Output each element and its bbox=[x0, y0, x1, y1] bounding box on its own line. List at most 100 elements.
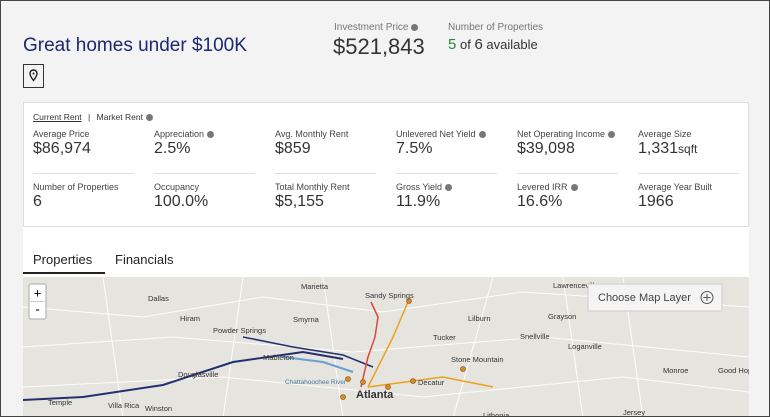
place-label: Villa Rica bbox=[108, 401, 140, 410]
metric-label-text: Levered IRR bbox=[517, 182, 568, 192]
metric-value-text: 1,331 bbox=[638, 140, 679, 157]
metric-value-text: 2.5% bbox=[154, 140, 191, 157]
place-label: Jersey bbox=[623, 408, 645, 417]
place-label: Temple bbox=[48, 398, 72, 407]
investment-price-label: Investment Price bbox=[334, 22, 419, 33]
metric-label: Unlevered Net Yield bbox=[396, 129, 486, 139]
metric-value: $859 bbox=[275, 140, 311, 158]
place-label: Winston bbox=[145, 404, 172, 413]
available-text: available bbox=[486, 37, 538, 52]
place-label: Good Hope bbox=[718, 366, 749, 375]
metric-value: 1966 bbox=[638, 193, 674, 211]
info-icon[interactable] bbox=[570, 184, 578, 192]
info-icon[interactable] bbox=[207, 131, 215, 139]
investment-price: $521,843 bbox=[333, 34, 425, 59]
place-label: Dallas bbox=[148, 294, 169, 303]
metric-divider bbox=[517, 173, 618, 174]
place-label: Monroe bbox=[663, 366, 688, 375]
tab[interactable]: Financials bbox=[115, 252, 174, 267]
metric-label: Average Price bbox=[33, 129, 89, 139]
metric-label: Average Year Built bbox=[638, 182, 712, 192]
page-title: Great homes under $100K bbox=[23, 35, 247, 56]
metric-value: 1,331sqft bbox=[638, 140, 697, 158]
place-label: Smyrna bbox=[293, 315, 320, 324]
map: Marietta Sandy Springs Lawrenceville Dallas… bbox=[23, 277, 749, 417]
metric-value-text: $5,155 bbox=[275, 193, 324, 210]
place-label: Hiram bbox=[180, 314, 200, 323]
metric-label: Average Size bbox=[638, 129, 691, 139]
tab-bar: Properties Financials bbox=[23, 227, 749, 277]
metric-value: $5,155 bbox=[275, 193, 324, 211]
layer-button-text: Choose Map Layer bbox=[598, 292, 691, 304]
metric-label: Appreciation bbox=[154, 129, 215, 139]
place-label: Mableton bbox=[263, 353, 294, 362]
place-label: Atlanta bbox=[356, 389, 394, 401]
info-icon[interactable] bbox=[445, 184, 453, 192]
place-label: Douglasville bbox=[178, 370, 218, 379]
info-icon[interactable] bbox=[411, 23, 419, 31]
metric-value: 7.5% bbox=[396, 140, 432, 158]
info-icon[interactable] bbox=[145, 114, 153, 122]
metric-divider bbox=[638, 173, 739, 174]
metric-label: Number of Properties bbox=[33, 182, 119, 192]
metric-unit: sqft bbox=[678, 142, 698, 156]
place-label: Tucker bbox=[433, 333, 456, 342]
metric-value-text: 7.5% bbox=[396, 140, 433, 157]
metric-divider bbox=[396, 173, 497, 174]
metric-label: Gross Yield bbox=[396, 182, 453, 192]
metric-label-text: Avg. Monthly Rent bbox=[275, 129, 349, 139]
metric-value: $86,974 bbox=[33, 140, 91, 158]
tab[interactable]: Properties bbox=[33, 252, 93, 267]
place-label: Chattahoochee River bbox=[285, 379, 347, 386]
metric-value: 2.5% bbox=[154, 140, 190, 158]
metric-label-text: Unlevered Net Yield bbox=[396, 129, 476, 139]
metric-label-text: Appreciation bbox=[154, 129, 205, 139]
place-label: Grayson bbox=[548, 312, 576, 321]
market-rent[interactable]: Market Rent bbox=[96, 112, 143, 122]
current-rent[interactable]: Current Rent bbox=[33, 112, 82, 122]
metric-divider bbox=[275, 173, 376, 174]
metric-value-text: $39,098 bbox=[517, 140, 575, 157]
metric-label-text: Average Year Built bbox=[638, 182, 712, 192]
metric-label: Levered IRR bbox=[517, 182, 578, 192]
total-count: 6 bbox=[474, 36, 483, 53]
place-label: Powder Springs bbox=[213, 326, 266, 335]
metric-label-text: Number of Properties bbox=[33, 182, 119, 192]
metric-label-text: Average Price bbox=[33, 129, 90, 139]
metric-label: Total Monthly Rent bbox=[275, 182, 350, 192]
separator: | bbox=[88, 112, 91, 122]
zoom-out[interactable]: - bbox=[35, 301, 39, 316]
location-button[interactable] bbox=[23, 64, 44, 88]
metric-value-text: 6 bbox=[33, 193, 42, 210]
metric-value-text: 1966 bbox=[638, 193, 674, 210]
zoom-control: + - bbox=[28, 283, 47, 320]
metric-label: Occupancy bbox=[154, 182, 199, 192]
info-icon[interactable] bbox=[608, 131, 616, 139]
properties-count: 5 of 6 available bbox=[448, 36, 538, 53]
place-label: Decatur bbox=[418, 378, 445, 387]
place-label: Snellville bbox=[520, 332, 550, 341]
metric-value-text: 11.9% bbox=[396, 193, 441, 210]
metric-divider bbox=[33, 173, 134, 174]
label-text: Investment Price bbox=[334, 22, 409, 33]
zoom-in[interactable]: + bbox=[34, 285, 42, 300]
metric-label-text: Gross Yield bbox=[396, 182, 443, 192]
pin-icon bbox=[29, 69, 38, 82]
layer-button[interactable]: Choose Map Layer bbox=[587, 283, 723, 312]
place-label: Lithonia bbox=[483, 411, 510, 417]
metric-label: Net Operating Income bbox=[517, 129, 616, 139]
available-count: 5 bbox=[448, 36, 457, 53]
place-label: Stone Mountain bbox=[451, 355, 504, 364]
metrics-card: Current Rent | Market Rent Average Price… bbox=[23, 102, 749, 227]
info-icon[interactable] bbox=[478, 131, 486, 139]
metric-value-text: $86,974 bbox=[33, 140, 91, 157]
metric-label-text: Net Operating Income bbox=[517, 129, 606, 139]
metric-label-text: Occupancy bbox=[154, 182, 200, 192]
metric-value-text: 100.0% bbox=[154, 193, 209, 210]
metric-label-text: Total Monthly Rent bbox=[275, 182, 350, 192]
metric-label-text: Average Size bbox=[638, 129, 692, 139]
place-label: Marietta bbox=[301, 282, 329, 291]
rent-toggle: Current Rent | Market Rent bbox=[33, 112, 153, 122]
metric-divider bbox=[154, 173, 255, 174]
